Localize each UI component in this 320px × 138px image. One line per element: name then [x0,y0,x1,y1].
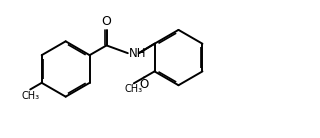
Text: CH₃: CH₃ [125,84,143,94]
Text: O: O [140,78,149,91]
Text: NH: NH [129,47,147,60]
Text: O: O [101,15,111,28]
Text: CH₃: CH₃ [21,91,39,101]
